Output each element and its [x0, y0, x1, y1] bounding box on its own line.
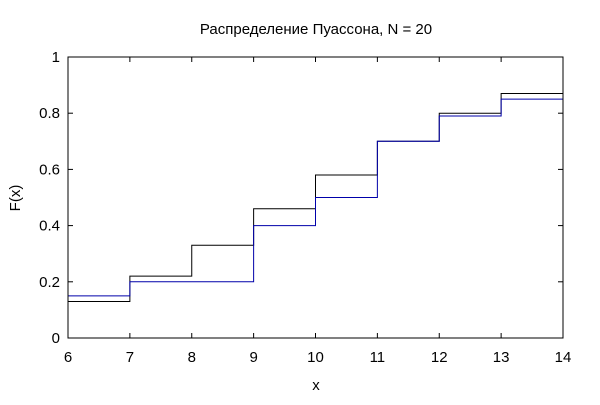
y-tick-label: 1: [52, 49, 60, 66]
chart-title: Распределение Пуассона, N = 20: [200, 21, 432, 38]
x-axis-label: x: [312, 377, 320, 394]
y-axis-label: F(x): [7, 185, 24, 212]
x-tick-label: 9: [249, 349, 257, 366]
y-tick-label: 0: [52, 330, 60, 347]
x-tick-label: 11: [370, 349, 386, 366]
x-tick-label: 8: [188, 349, 196, 366]
x-tick-label: 7: [126, 349, 134, 366]
series-layer: [68, 93, 563, 302]
y-tick-label: 0.4: [39, 218, 60, 235]
y-tick-label: 0.8: [39, 105, 60, 122]
y-axis: 0 0.2 0.4 0.6 0.8 1: [39, 49, 563, 347]
x-tick-label: 12: [431, 349, 448, 366]
x-tick-label: 6: [64, 349, 72, 366]
x-tick-label: 13: [493, 349, 510, 366]
series-line-1: [68, 98, 563, 297]
x-tick-label: 14: [555, 349, 572, 366]
y-tick-label: 0.2: [39, 274, 60, 291]
y-tick-label: 0.6: [39, 161, 60, 178]
series-line-0: [68, 93, 563, 302]
x-tick-label: 10: [307, 349, 324, 366]
x-axis: 6 7 8 9 10 11 12 13 14: [64, 57, 572, 366]
